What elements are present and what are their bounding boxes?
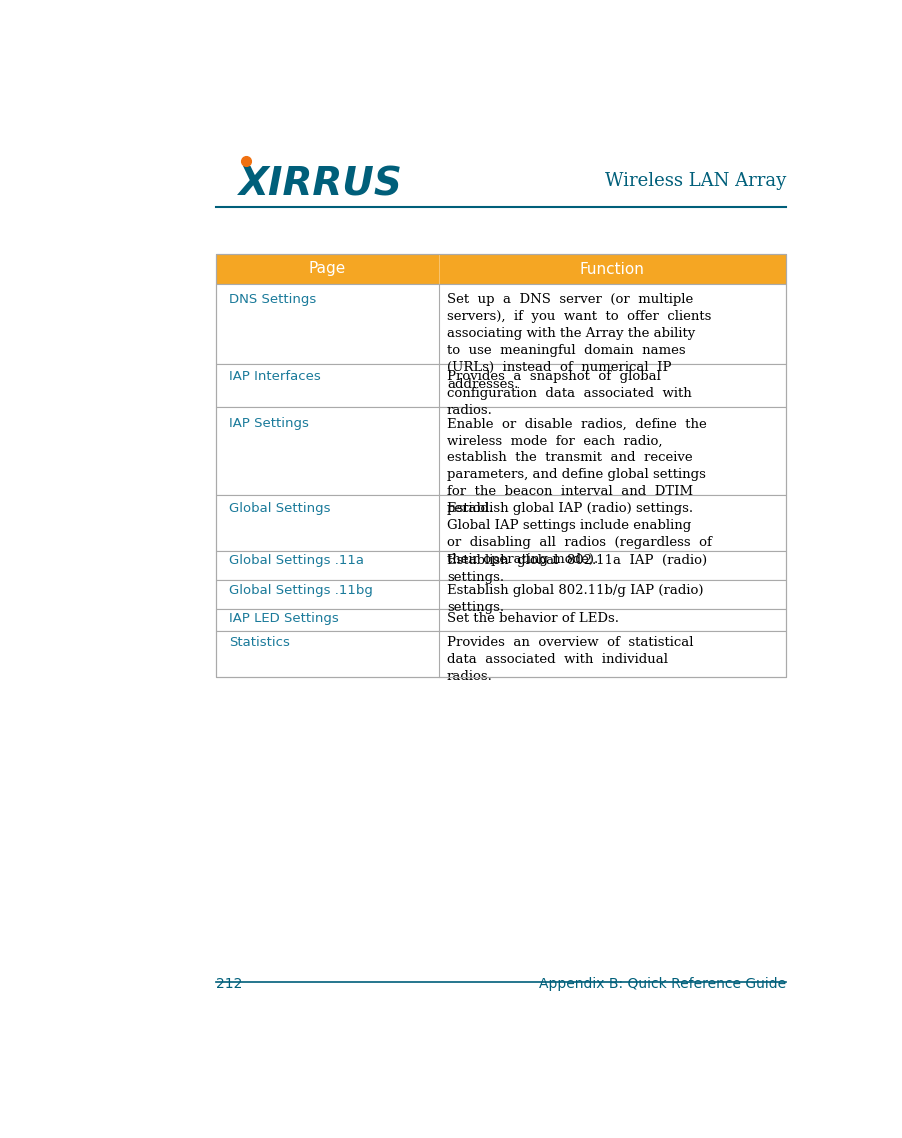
- Text: IAP Interfaces: IAP Interfaces: [229, 370, 320, 382]
- Text: Global Settings .11bg: Global Settings .11bg: [229, 584, 373, 596]
- Bar: [216, 580, 786, 609]
- Text: Appendix B: Quick Reference Guide: Appendix B: Quick Reference Guide: [538, 978, 786, 991]
- Text: Global Settings .11a: Global Settings .11a: [229, 554, 364, 568]
- Text: Function: Function: [579, 262, 644, 277]
- Text: Set the behavior of LEDs.: Set the behavior of LEDs.: [446, 612, 619, 625]
- Text: Establish global 802.11b/g IAP (radio)
settings.: Establish global 802.11b/g IAP (radio) s…: [446, 584, 703, 613]
- Text: IAP LED Settings: IAP LED Settings: [229, 612, 338, 625]
- Text: 212: 212: [216, 978, 243, 991]
- Bar: [216, 406, 786, 495]
- Text: Wireless LAN Array: Wireless LAN Array: [604, 172, 786, 190]
- Text: Statistics: Statistics: [229, 636, 290, 650]
- Text: Establish global IAP (radio) settings.
Global IAP settings include enabling
or  : Establish global IAP (radio) settings. G…: [446, 502, 711, 566]
- Bar: [216, 609, 786, 630]
- Bar: [216, 495, 786, 551]
- Text: IAP Settings: IAP Settings: [229, 418, 308, 430]
- Bar: [216, 255, 786, 677]
- Bar: [216, 551, 786, 580]
- Text: XIRRUS: XIRRUS: [238, 165, 402, 204]
- Text: Enable  or  disable  radios,  define  the
wireless  mode  for  each  radio,
esta: Enable or disable radios, define the wir…: [446, 418, 706, 516]
- Text: Global Settings: Global Settings: [229, 502, 330, 516]
- Bar: [216, 255, 786, 283]
- Text: Set  up  a  DNS  server  (or  multiple
servers),  if  you  want  to  offer  clie: Set up a DNS server (or multiple servers…: [446, 294, 711, 391]
- Bar: [216, 364, 786, 406]
- Text: Provides  an  overview  of  statistical
data  associated  with  individual
radio: Provides an overview of statistical data…: [446, 636, 693, 684]
- Text: DNS Settings: DNS Settings: [229, 294, 316, 306]
- Text: Page: Page: [308, 262, 345, 277]
- Text: Establish  global  802.11a  IAP  (radio)
settings.: Establish global 802.11a IAP (radio) set…: [446, 554, 706, 584]
- Bar: [216, 283, 786, 364]
- Bar: [216, 630, 786, 677]
- Text: Provides  a  snapshot  of  global
configuration  data  associated  with
radios.: Provides a snapshot of global configurat…: [446, 370, 691, 417]
